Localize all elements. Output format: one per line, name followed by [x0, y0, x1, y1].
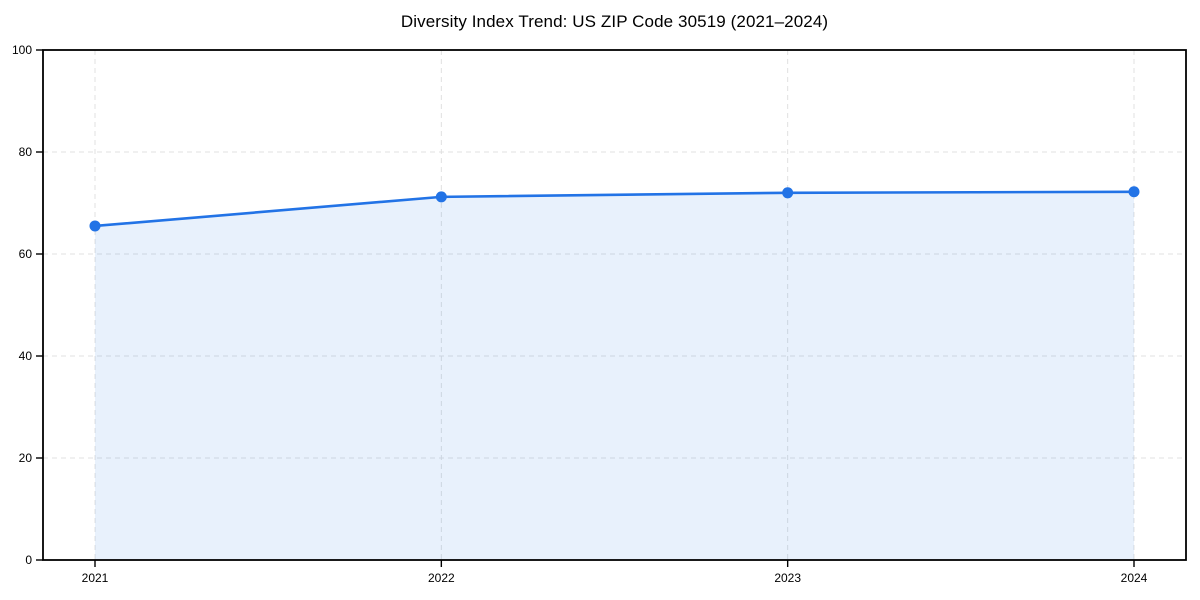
area-fill	[95, 191, 1134, 560]
data-point-marker	[782, 187, 794, 199]
x-tick-label: 2021	[82, 571, 109, 585]
y-tick-label: 40	[19, 349, 33, 363]
x-tick-label: 2024	[1121, 571, 1148, 585]
chart-title: Diversity Index Trend: US ZIP Code 30519…	[400, 12, 829, 31]
y-tick-label: 100	[12, 43, 32, 57]
data-point-marker	[435, 191, 447, 203]
data-point-marker	[89, 220, 101, 232]
trend-line	[93, 190, 1136, 228]
x-tick-label: 2023	[774, 571, 801, 585]
y-tick-label: 60	[19, 247, 33, 261]
y-tick-label: 80	[19, 145, 33, 159]
y-tick-label: 0	[25, 553, 32, 567]
y-tick-label: 20	[19, 451, 33, 465]
data-point-marker	[1128, 186, 1140, 198]
axis-frame	[42, 49, 1187, 561]
x-tick-label: 2022	[428, 571, 455, 585]
